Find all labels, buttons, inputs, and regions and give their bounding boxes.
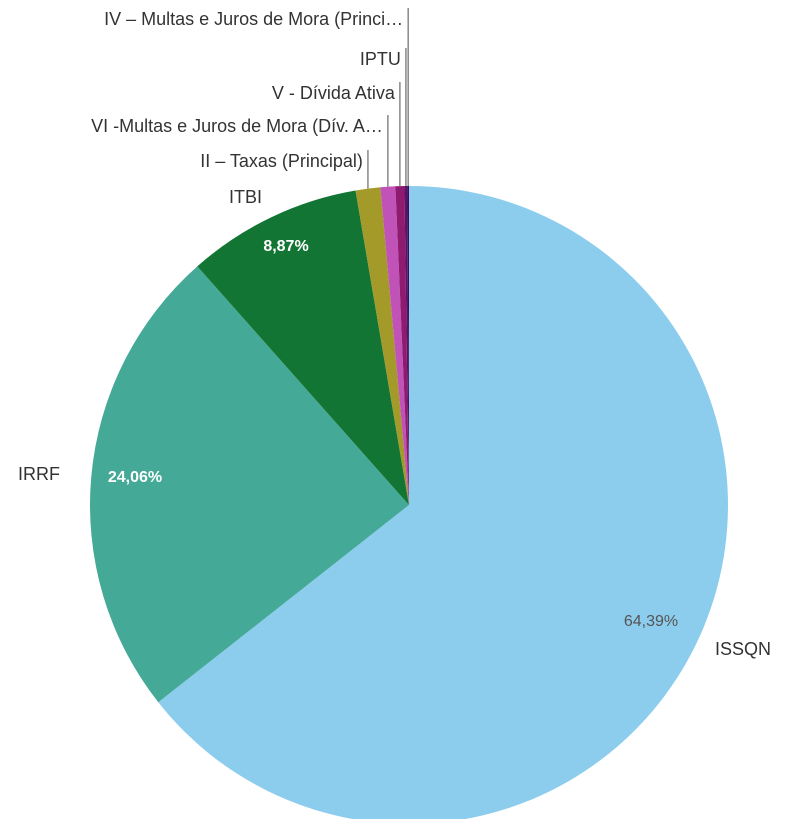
value-label: 24,06% [108,469,162,486]
category-label: V - Dívida Ativa [272,83,396,103]
category-label: IPTU [360,49,401,69]
pie-slice [355,187,409,505]
category-label: ITBI [229,187,262,207]
category-label: VI -Multas e Juros de Mora (Dív. A… [91,116,383,136]
value-label: 8,87% [263,238,308,255]
pie-slice [407,186,409,505]
value-label: 64,39% [624,613,678,630]
category-label: ISSQN [715,639,771,659]
category-label: II – Taxas (Principal) [200,151,363,171]
pie-slice [158,186,728,819]
pie-slice [395,186,409,505]
pie-slice [404,186,409,505]
category-label: IV – Multas e Juros de Mora (Princi… [104,9,403,29]
pie-slice [197,190,409,505]
category-label: IRRF [18,464,60,484]
pie-slice [89,266,409,703]
pie-slice [380,186,409,505]
